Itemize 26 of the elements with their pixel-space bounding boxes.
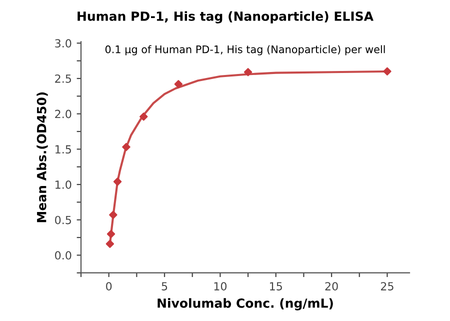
y-tick-label: 2.5	[55, 74, 71, 83]
point	[122, 142, 130, 152]
chart-title: Human PD-1, His tag (Nanoparticle) ELISA	[78, 11, 374, 24]
x-tick-label: 15	[270, 282, 282, 290]
x-tick-label: 10	[214, 282, 227, 290]
x-axis-title: Nivolumab Conc. (ng/mL)	[158, 298, 333, 310]
y-tick-label: 0.0	[55, 251, 72, 260]
x-tick-label: 5	[162, 282, 168, 290]
x-tick-label: 0	[106, 282, 112, 290]
y-axis-title: Mean Abs.(OD450)	[36, 92, 48, 222]
point	[244, 68, 252, 76]
y-tick-label: 3.0	[55, 39, 72, 48]
chart-subtitle: 0.1 µg of Human PD-1, His tag (Nanoparticle) per well	[105, 45, 385, 56]
point	[140, 112, 148, 121]
point	[383, 67, 392, 76]
y-tick-label: 1.0	[56, 180, 72, 189]
y-tick-label: 0.5	[55, 216, 71, 224]
point	[174, 80, 183, 88]
point	[106, 240, 114, 248]
point	[113, 178, 122, 186]
x-tick-label: 20	[325, 282, 338, 290]
y-tick-label: 2.0	[55, 110, 72, 118]
x-tick-label: 25	[380, 282, 394, 290]
point	[109, 210, 118, 219]
point	[106, 230, 116, 238]
y-tick-label: 1.5	[56, 145, 71, 154]
